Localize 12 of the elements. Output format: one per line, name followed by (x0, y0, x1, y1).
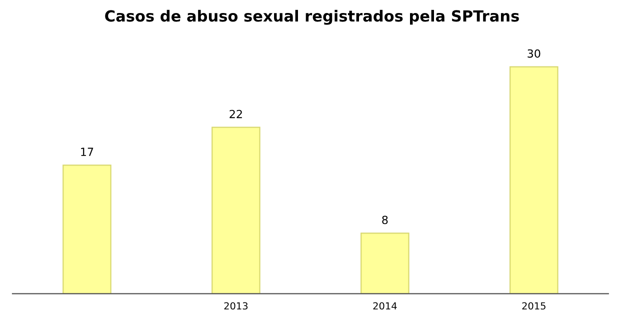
bar (212, 126, 260, 294)
data-label: 17 (81, 148, 94, 156)
data-label: 8 (382, 216, 388, 224)
x-tick-label: 2015 (522, 302, 546, 310)
bar (360, 232, 410, 294)
bar (510, 66, 558, 294)
bar (62, 164, 112, 294)
data-label: 30 (528, 49, 540, 58)
x-tick-label: 2013 (224, 302, 248, 310)
x-tick-label: 2014 (373, 302, 397, 310)
chart-title: Casos de abuso sexual registrados pela SPTrans (105, 10, 519, 25)
data-label: 22 (230, 110, 242, 118)
